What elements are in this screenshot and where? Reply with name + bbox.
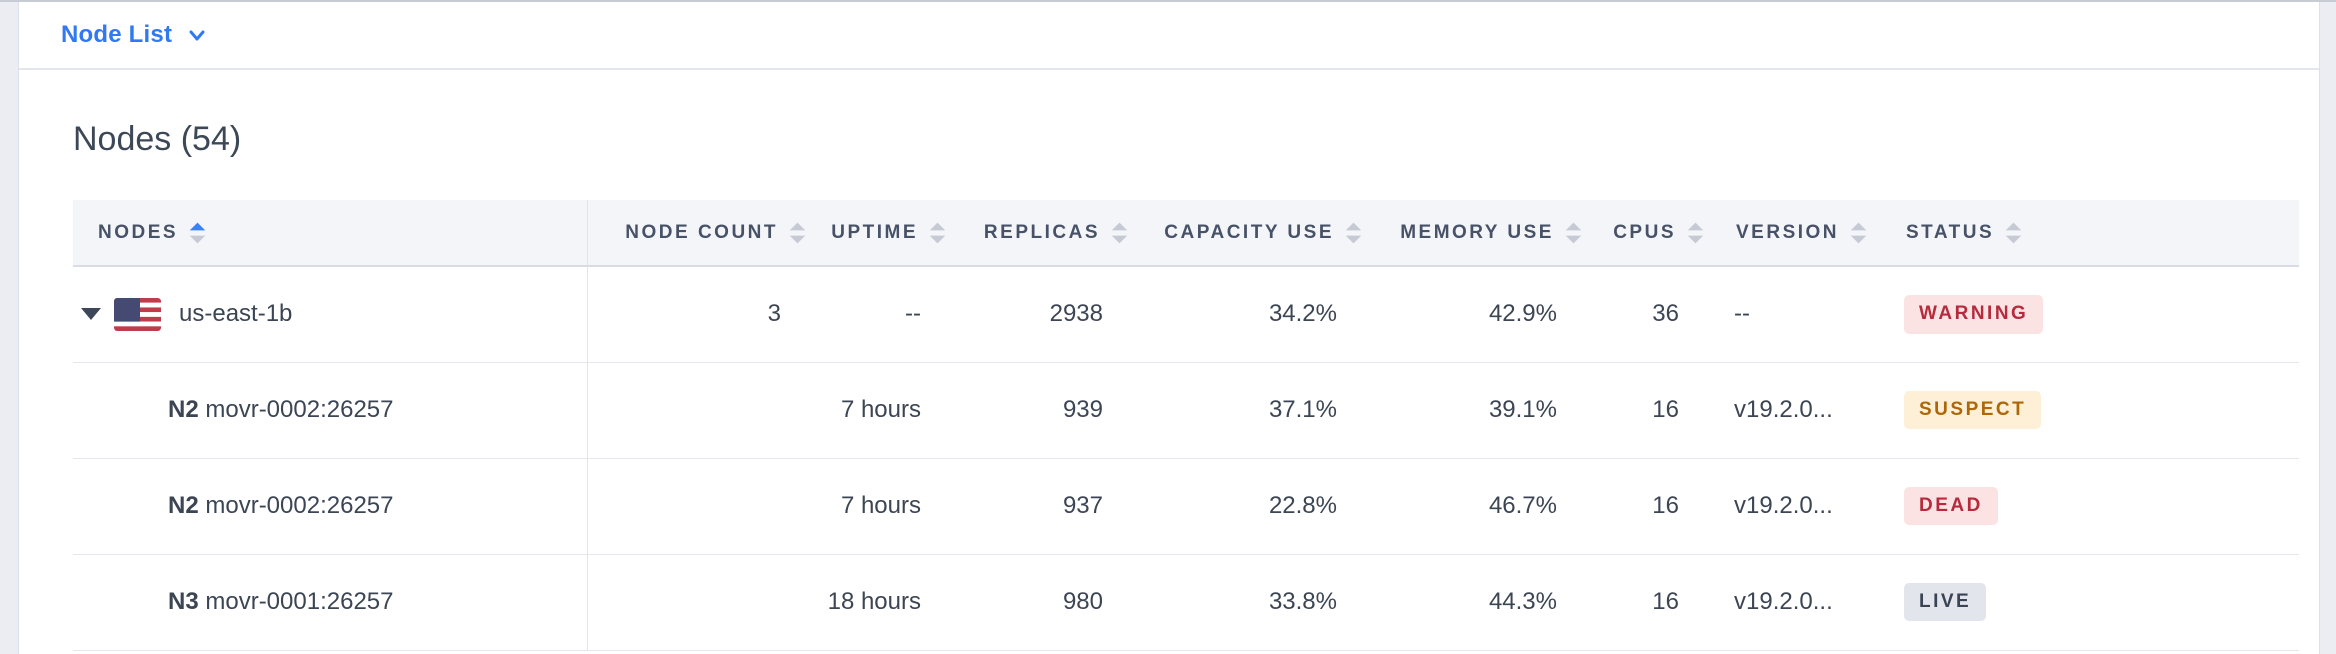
sort-icon[interactable] (1110, 220, 1129, 246)
sort-icon[interactable] (1849, 220, 1868, 246)
sort-icon[interactable] (188, 220, 207, 246)
cpus-cell: 16 (1589, 554, 1711, 651)
view-dropdown[interactable]: Node List (61, 21, 208, 49)
status-cell: DEAD (1881, 458, 2299, 555)
column-label: VERSION (1736, 221, 1840, 243)
region-name: us-east-1b (179, 300, 293, 328)
node-list-card: Node List Nodes (54) NODES NODE COUNT UP… (18, 2, 2320, 654)
node-row[interactable]: N3 movr-0001:26257 18 hours 980 33.8% 44.3% 1… (73, 554, 2299, 651)
node-address: movr-0002:26257 (205, 492, 394, 519)
uptime-cell: 18 hours (813, 554, 953, 651)
status-cell: LIVE (1881, 554, 2299, 651)
status-badge: SUSPECT (1904, 390, 2042, 430)
node-count-cell (587, 554, 813, 651)
column-header-memory-use[interactable]: MEMORY USE (1369, 200, 1589, 267)
node-id: N2 (168, 492, 199, 519)
status-cell: SUSPECT (1881, 362, 2299, 459)
column-label: MEMORY USE (1400, 221, 1554, 243)
cpus-cell: 16 (1589, 458, 1711, 555)
node-count-cell (587, 458, 813, 555)
sort-icon[interactable] (788, 220, 807, 246)
capacity-use-cell: 34.2% (1135, 266, 1369, 363)
column-header-version[interactable]: VERSION (1711, 200, 1881, 267)
view-dropdown-label[interactable]: Node List (61, 21, 173, 48)
nodes-cell: N3 movr-0001:26257 (73, 554, 588, 651)
table-body: us-east-1b 3 -- 2938 34.2% 42.9% 36 -- WARNING N… (73, 266, 2299, 651)
page-content: Nodes (54) NODES NODE COUNT UPTIME REPLI… (19, 70, 2319, 651)
nodes-cell: N2 movr-0002:26257 (73, 458, 588, 555)
column-label: UPTIME (831, 221, 918, 243)
table-header: NODES NODE COUNT UPTIME REPLICAS CAPACIT… (73, 200, 2299, 267)
status-badge: DEAD (1904, 486, 1998, 526)
column-label: CPUS (1613, 221, 1676, 243)
node-count-cell: 3 (587, 266, 813, 363)
replicas-cell: 980 (953, 554, 1135, 651)
page-title: Nodes (54) (73, 120, 242, 158)
node-address: movr-0001:26257 (205, 588, 394, 615)
status-badge: LIVE (1904, 582, 1987, 622)
column-label: NODE COUNT (625, 221, 778, 243)
column-label: CAPACITY USE (1164, 221, 1334, 243)
nodes-cell: us-east-1b (73, 266, 588, 363)
column-header-nodes[interactable]: NODES (73, 200, 588, 267)
version-cell: v19.2.0... (1711, 458, 1881, 555)
replicas-cell: 937 (953, 458, 1135, 555)
sort-icon[interactable] (928, 220, 947, 246)
memory-use-cell: 44.3% (1369, 554, 1589, 651)
memory-use-cell: 39.1% (1369, 362, 1589, 459)
cpus-cell: 16 (1589, 362, 1711, 459)
capacity-use-cell: 37.1% (1135, 362, 1369, 459)
node-row[interactable]: N2 movr-0002:26257 7 hours 939 37.1% 39.1% 16… (73, 362, 2299, 459)
sort-icon[interactable] (1564, 220, 1583, 246)
table-header-row: NODES NODE COUNT UPTIME REPLICAS CAPACIT… (73, 200, 2299, 267)
column-header-status[interactable]: STATUS (1881, 200, 2299, 267)
capacity-use-cell: 22.8% (1135, 458, 1369, 555)
cpus-cell: 36 (1589, 266, 1711, 363)
sort-icon[interactable] (1686, 220, 1705, 246)
column-header-cpus[interactable]: CPUS (1589, 200, 1711, 267)
page-toolbar: Node List (19, 2, 2319, 70)
sort-icon[interactable] (2004, 220, 2023, 246)
column-header-node-count[interactable]: NODE COUNT (587, 200, 813, 267)
status-cell: WARNING (1881, 266, 2299, 363)
version-cell: -- (1711, 266, 1881, 363)
memory-use-cell: 42.9% (1369, 266, 1589, 363)
nodes-table: NODES NODE COUNT UPTIME REPLICAS CAPACIT… (73, 200, 2299, 651)
us-flag-icon (114, 297, 161, 331)
uptime-cell: 7 hours (813, 362, 953, 459)
uptime-cell: -- (813, 266, 953, 363)
nodes-cell: N2 movr-0002:26257 (73, 362, 588, 459)
column-label: NODES (98, 221, 179, 243)
node-count-cell (587, 362, 813, 459)
column-label: STATUS (1906, 221, 1995, 243)
sort-icon[interactable] (1344, 220, 1363, 246)
column-header-capacity-use[interactable]: CAPACITY USE (1135, 200, 1369, 267)
capacity-use-cell: 33.8% (1135, 554, 1369, 651)
replicas-cell: 939 (953, 362, 1135, 459)
region-row[interactable]: us-east-1b 3 -- 2938 34.2% 42.9% 36 -- WARNING (73, 266, 2299, 363)
version-cell: v19.2.0... (1711, 554, 1881, 651)
node-id: N3 (168, 588, 199, 615)
column-header-uptime[interactable]: UPTIME (813, 200, 953, 267)
node-id: N2 (168, 396, 199, 423)
version-cell: v19.2.0... (1711, 362, 1881, 459)
node-row[interactable]: N2 movr-0002:26257 7 hours 937 22.8% 46.7% 16… (73, 458, 2299, 555)
status-badge: WARNING (1904, 294, 2044, 334)
column-header-replicas[interactable]: REPLICAS (953, 200, 1135, 267)
column-label: REPLICAS (983, 221, 1100, 243)
replicas-cell: 2938 (953, 266, 1135, 363)
node-address: movr-0002:26257 (205, 396, 394, 423)
uptime-cell: 7 hours (813, 458, 953, 555)
collapse-caret-icon[interactable] (81, 308, 101, 321)
memory-use-cell: 46.7% (1369, 458, 1589, 555)
chevron-down-icon (189, 30, 205, 41)
